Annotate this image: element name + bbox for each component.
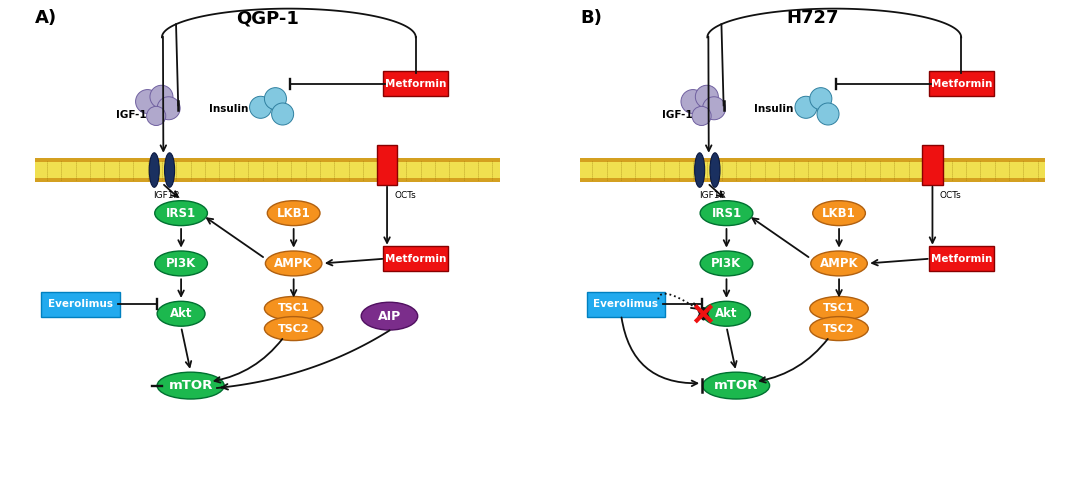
Text: AIP: AIP [378, 309, 401, 323]
Text: A): A) [35, 9, 57, 27]
Text: QGP-1: QGP-1 [235, 9, 299, 27]
Ellipse shape [267, 201, 320, 226]
Ellipse shape [813, 201, 865, 226]
Circle shape [810, 88, 832, 110]
Ellipse shape [266, 251, 322, 276]
Circle shape [702, 97, 726, 120]
Text: IGF-1: IGF-1 [662, 110, 692, 120]
FancyBboxPatch shape [929, 246, 994, 271]
Circle shape [696, 85, 718, 108]
Text: IGF1R: IGF1R [153, 191, 180, 200]
Bar [35, 162, 500, 178]
Text: OCTs: OCTs [940, 191, 961, 200]
Ellipse shape [710, 153, 720, 187]
Ellipse shape [811, 251, 867, 276]
Ellipse shape [702, 301, 751, 326]
Text: LKB1: LKB1 [276, 206, 311, 220]
Circle shape [681, 90, 705, 114]
Text: Metformin: Metformin [386, 79, 446, 89]
Text: TSC1: TSC1 [278, 304, 310, 313]
Circle shape [816, 103, 839, 125]
Circle shape [249, 96, 271, 118]
Text: B): B) [580, 9, 603, 27]
Ellipse shape [702, 372, 770, 399]
Text: Metformin: Metformin [386, 254, 446, 263]
Ellipse shape [810, 297, 868, 320]
Text: IGF-1: IGF-1 [117, 110, 147, 120]
Text: TSC2: TSC2 [278, 324, 310, 333]
Ellipse shape [700, 201, 753, 226]
Text: AMPK: AMPK [274, 257, 313, 270]
Circle shape [271, 103, 294, 125]
Ellipse shape [810, 317, 868, 341]
Text: IGF1R: IGF1R [699, 191, 726, 200]
Text: Akt: Akt [715, 307, 738, 320]
Ellipse shape [154, 251, 207, 276]
FancyBboxPatch shape [586, 292, 665, 317]
Text: H727: H727 [786, 9, 839, 27]
Text: TSC2: TSC2 [823, 324, 855, 333]
Ellipse shape [164, 153, 175, 187]
Ellipse shape [361, 302, 418, 330]
Text: Metformin: Metformin [931, 254, 991, 263]
Ellipse shape [265, 317, 323, 341]
Circle shape [147, 106, 165, 125]
Ellipse shape [694, 153, 704, 187]
Text: Everolimus: Everolimus [593, 299, 659, 309]
Circle shape [265, 88, 286, 110]
Ellipse shape [157, 301, 205, 326]
Text: IRS1: IRS1 [712, 206, 742, 220]
Circle shape [692, 106, 711, 125]
Text: Insulin: Insulin [208, 104, 248, 114]
Text: Metformin: Metformin [931, 79, 991, 89]
Circle shape [795, 96, 816, 118]
FancyBboxPatch shape [41, 292, 120, 317]
FancyBboxPatch shape [377, 145, 397, 185]
Ellipse shape [700, 251, 753, 276]
Circle shape [150, 85, 173, 108]
Circle shape [157, 97, 180, 120]
Bar [580, 158, 1045, 182]
Text: PI3K: PI3K [166, 257, 197, 270]
Ellipse shape [157, 372, 225, 399]
Bar [35, 158, 500, 182]
Text: LKB1: LKB1 [822, 206, 856, 220]
Bar [580, 162, 1045, 178]
Text: Everolimus: Everolimus [48, 299, 113, 309]
FancyBboxPatch shape [922, 145, 943, 185]
Ellipse shape [154, 201, 207, 226]
Text: Akt: Akt [170, 307, 192, 320]
FancyBboxPatch shape [383, 71, 448, 96]
Ellipse shape [265, 297, 323, 320]
Text: Insulin: Insulin [754, 104, 794, 114]
Circle shape [136, 90, 160, 114]
FancyBboxPatch shape [929, 71, 994, 96]
FancyBboxPatch shape [383, 246, 448, 271]
Text: mTOR: mTOR [714, 379, 758, 392]
Text: IRS1: IRS1 [166, 206, 197, 220]
Text: OCTs: OCTs [394, 191, 416, 200]
Text: PI3K: PI3K [712, 257, 742, 270]
Text: AMPK: AMPK [820, 257, 859, 270]
Text: TSC1: TSC1 [823, 304, 855, 313]
Ellipse shape [149, 153, 159, 187]
Text: mTOR: mTOR [168, 379, 213, 392]
